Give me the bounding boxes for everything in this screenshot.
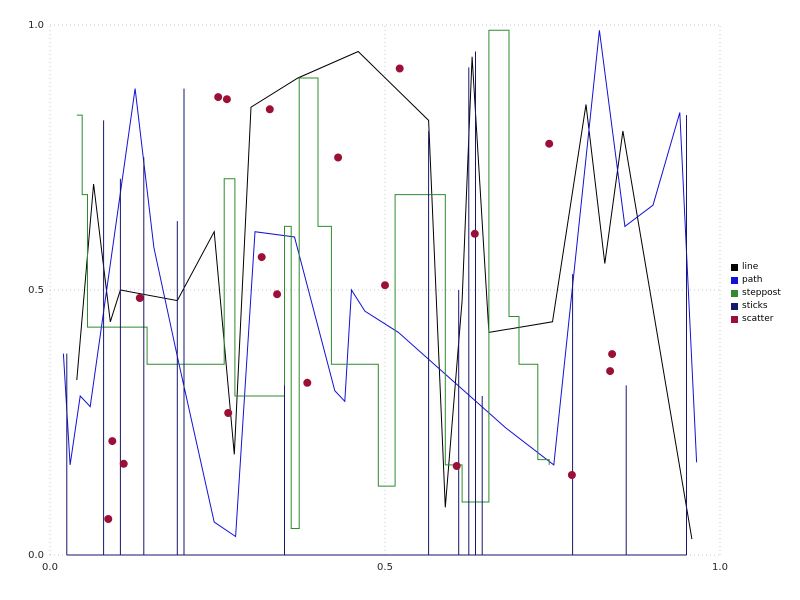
scatter-point — [119, 459, 128, 468]
scatter-point — [135, 294, 144, 302]
scatter-point — [545, 139, 554, 148]
x-tick-label: 0.5 — [377, 562, 393, 573]
scatter-point — [567, 471, 576, 479]
legend-swatch-path — [731, 277, 738, 284]
legend-label-scatter: scatter — [742, 314, 774, 324]
scatter-point — [452, 462, 461, 470]
legend-label-steppost: steppost — [742, 288, 781, 298]
scatter-point — [303, 378, 312, 387]
legend-item-path: path — [731, 274, 781, 287]
line-series — [76, 50, 693, 540]
scatter-point — [214, 93, 223, 102]
scatter-point — [257, 253, 266, 262]
path-series — [62, 30, 698, 538]
scatter-point — [265, 105, 274, 114]
scatter-point — [606, 367, 615, 376]
x-tick-label: 1.0 — [712, 562, 728, 573]
legend-item-sticks: sticks — [731, 300, 781, 313]
scatter-point — [104, 515, 113, 523]
legend: line path steppost sticks scatter — [731, 261, 781, 326]
steppost-series — [76, 29, 550, 529]
scatter-point — [222, 95, 231, 104]
y-tick-label: 0.5 — [28, 285, 44, 296]
legend-label-path: path — [742, 275, 763, 285]
legend-swatch-sticks — [731, 303, 738, 310]
legend-swatch-line — [731, 264, 738, 271]
y-tick-label: 1.0 — [28, 20, 44, 31]
x-tick-label: 0.0 — [42, 562, 58, 573]
y-tick-label: 0.0 — [28, 550, 44, 561]
legend-label-sticks: sticks — [742, 301, 768, 311]
scatter-point — [470, 229, 479, 238]
scatter-point — [224, 409, 233, 417]
legend-label-line: line — [742, 262, 759, 272]
scatter-point — [273, 290, 282, 299]
scatter-point — [395, 64, 404, 73]
scatter-point — [108, 437, 117, 446]
legend-item-scatter: scatter — [731, 313, 781, 326]
legend-item-steppost: steppost — [731, 287, 781, 300]
scatter-point — [381, 281, 389, 290]
scatter-point — [334, 153, 343, 162]
legend-swatch-scatter — [731, 316, 738, 323]
legend-item-line: line — [731, 261, 781, 274]
legend-swatch-steppost — [731, 290, 738, 297]
scatter-point — [608, 350, 617, 359]
